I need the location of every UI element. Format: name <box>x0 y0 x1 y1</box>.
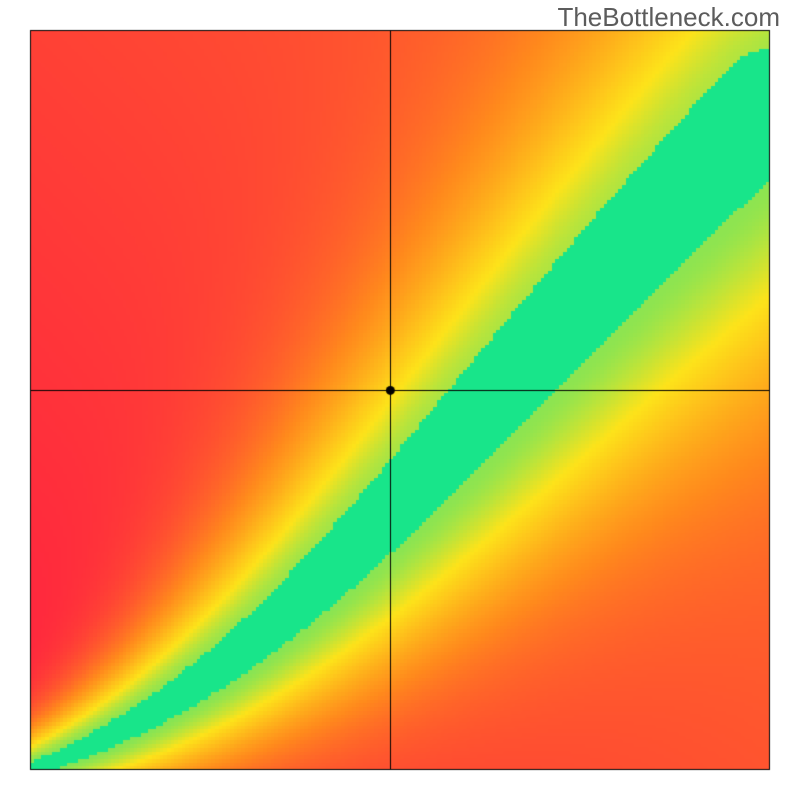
bottleneck-heatmap <box>0 0 800 800</box>
chart-container: TheBottleneck.com <box>0 0 800 800</box>
watermark-text: TheBottleneck.com <box>557 2 780 33</box>
